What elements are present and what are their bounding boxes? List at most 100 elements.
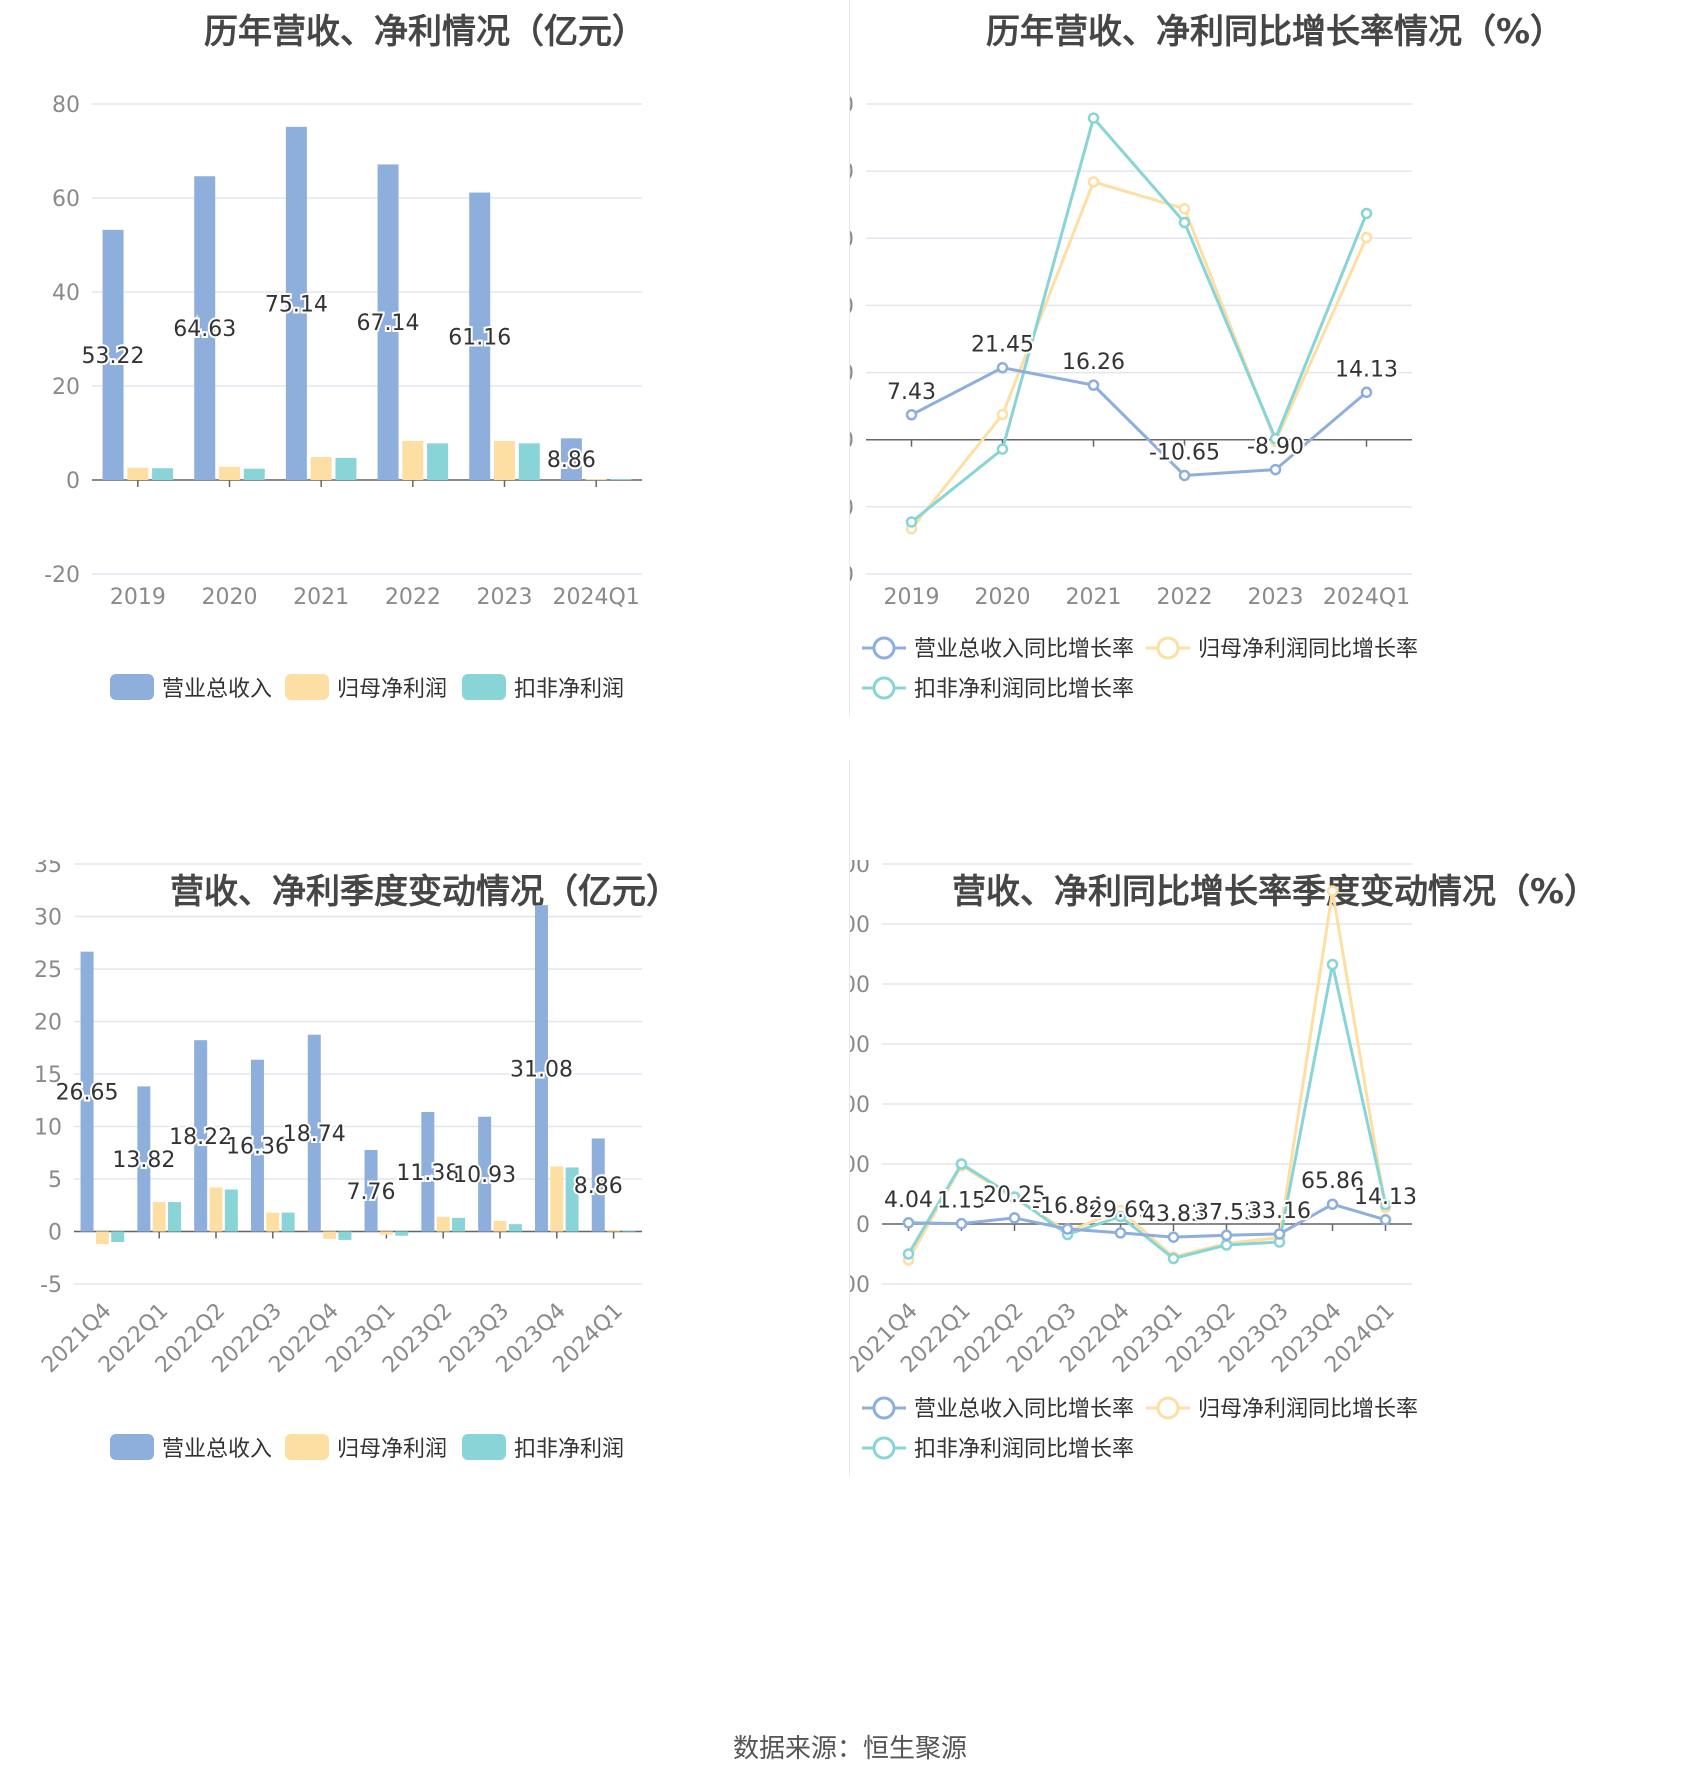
y-tick-label: 0 bbox=[856, 1213, 870, 1238]
bar-revenue bbox=[364, 1150, 378, 1232]
bar-deducted-profit bbox=[338, 1231, 352, 1240]
chart-title: 营收、净利同比增长率季度变动情况（%） bbox=[951, 872, 1599, 912]
bar-value-label: 67.14 bbox=[357, 311, 420, 336]
bar-net-profit bbox=[494, 440, 515, 480]
bar-revenue bbox=[137, 1086, 151, 1232]
data-point bbox=[1178, 469, 1191, 482]
data-point bbox=[1220, 1229, 1233, 1242]
bar-deducted-profit bbox=[335, 457, 357, 480]
data-point bbox=[1008, 1191, 1021, 1203]
bar-value-label: 64.63 bbox=[173, 317, 236, 342]
data-point bbox=[955, 1158, 968, 1170]
quarterly-growth-chart: 营收、净利同比增长率季度变动情况（%） 1,200 1,000 800 600 400 2… bbox=[850, 860, 1700, 1720]
data-point bbox=[996, 408, 1009, 421]
legend-label: 营业总收入 bbox=[162, 677, 272, 702]
bar-net-profit bbox=[152, 1202, 166, 1232]
legend-label: 扣非净利润同比增长率 bbox=[914, 677, 1134, 702]
y-tick-label: -20 bbox=[850, 496, 854, 521]
x-tick-label: 2022 bbox=[1157, 585, 1213, 610]
data-point bbox=[1360, 231, 1373, 244]
bar-net-profit bbox=[95, 1231, 109, 1245]
y-tick-label: 25 bbox=[34, 958, 62, 983]
bar-revenue bbox=[194, 176, 216, 480]
data-point bbox=[905, 409, 918, 421]
bar-net-profit bbox=[550, 1166, 564, 1232]
bar-value-label: 10.93 bbox=[453, 1163, 516, 1188]
data-point bbox=[902, 1248, 915, 1260]
legend-swatch bbox=[110, 1434, 154, 1460]
data-point bbox=[1008, 1212, 1021, 1224]
bar-value-label: 75.14 bbox=[265, 292, 328, 317]
y-tick-label: 1,200 bbox=[850, 860, 870, 878]
y-tick-label: 600 bbox=[850, 1033, 870, 1058]
legend-swatch bbox=[110, 674, 154, 700]
bar-revenue bbox=[591, 1138, 605, 1232]
data-point bbox=[1360, 207, 1373, 220]
legend-swatch bbox=[285, 674, 329, 700]
bar-deducted-profit bbox=[622, 1230, 636, 1232]
bar-value-label: 18.22 bbox=[169, 1125, 232, 1150]
data-point bbox=[1379, 1198, 1392, 1211]
quarterly-amounts-chart: 营收、净利季度变动情况（亿元） 35 30 25 20 15 10 5 0 -5 2021Q4 20… bbox=[0, 860, 850, 1720]
bar-deducted-profit bbox=[508, 1224, 522, 1232]
bar-revenue bbox=[194, 1040, 208, 1232]
y-tick-label: 5 bbox=[48, 1168, 62, 1193]
line-value-label: 21.45 bbox=[971, 333, 1034, 358]
series-line-revenue-growth bbox=[910, 366, 1368, 478]
bar-revenue bbox=[102, 229, 124, 480]
bar-revenue bbox=[307, 1034, 321, 1232]
bar-revenue bbox=[469, 192, 491, 480]
bar-revenue bbox=[80, 951, 94, 1232]
bar-value-label: 8.86 bbox=[574, 1174, 623, 1199]
chart-title: 历年营收、净利同比增长率情况（%） bbox=[985, 12, 1565, 52]
bar-deducted-profit bbox=[565, 1167, 579, 1232]
y-tick-label: 10 bbox=[34, 1116, 62, 1141]
annual-amounts-plot: 80 60 40 20 0 -20 2019 2020 2021 2022 2023 2024Q1 53… bbox=[44, 93, 642, 702]
line-value-label: -10.65 bbox=[1149, 440, 1220, 465]
bar-revenue bbox=[478, 1116, 492, 1232]
y-tick-label: 200 bbox=[850, 1153, 870, 1178]
y-tick-label: 20 bbox=[34, 1011, 62, 1036]
line-value-label: 4.04 bbox=[884, 1188, 933, 1213]
y-tick-label: 60 bbox=[850, 227, 854, 252]
data-point bbox=[1178, 216, 1191, 229]
data-point bbox=[1220, 1239, 1233, 1251]
legend-marker bbox=[872, 676, 896, 700]
x-tick-label: 2019 bbox=[110, 585, 166, 610]
bar-net-profit bbox=[379, 1231, 393, 1235]
y-tick-label: 80 bbox=[850, 160, 854, 185]
data-point bbox=[1114, 1227, 1127, 1239]
y-tick-label: -40 bbox=[850, 563, 854, 588]
data-point bbox=[1360, 386, 1373, 399]
y-tick-label: 80 bbox=[52, 93, 80, 118]
x-tick-label: 2020 bbox=[975, 585, 1031, 610]
data-point bbox=[1167, 1231, 1180, 1243]
y-tick-label: 400 bbox=[850, 1093, 870, 1118]
bar-value-label: 7.76 bbox=[347, 1180, 396, 1205]
legend-marker bbox=[872, 1396, 896, 1420]
y-tick-label: -5 bbox=[40, 1273, 62, 1298]
y-tick-label: 0 bbox=[850, 429, 854, 454]
bar-net-profit bbox=[219, 466, 240, 480]
line-value-label: -8.90 bbox=[1247, 435, 1304, 460]
bar-deducted-profit bbox=[281, 1212, 295, 1232]
data-point bbox=[996, 361, 1009, 374]
data-point bbox=[902, 1217, 915, 1229]
bar-deducted-profit bbox=[243, 468, 265, 480]
line-value-label: 37.53 bbox=[1195, 1200, 1258, 1225]
bar-value-label: 61.16 bbox=[448, 325, 511, 350]
bar-net-profit bbox=[209, 1187, 223, 1232]
data-point bbox=[1269, 432, 1282, 445]
y-tick-label: 40 bbox=[850, 294, 854, 319]
legend-label: 归母净利润同比增长率 bbox=[1198, 1397, 1418, 1422]
legend-label: 营业总收入 bbox=[162, 1437, 272, 1462]
bar-value-label: 16.36 bbox=[226, 1135, 289, 1160]
y-tick-label: 0 bbox=[48, 1221, 62, 1246]
bar-value-label: 53.22 bbox=[82, 344, 145, 369]
bar-deducted-profit bbox=[518, 443, 540, 480]
y-tick-label: 100 bbox=[850, 93, 854, 118]
data-source: 数据来源：恒生聚源 bbox=[732, 1734, 967, 1764]
legend-marker bbox=[872, 1436, 896, 1460]
bar-net-profit bbox=[607, 1229, 621, 1232]
data-point bbox=[1273, 1228, 1286, 1240]
